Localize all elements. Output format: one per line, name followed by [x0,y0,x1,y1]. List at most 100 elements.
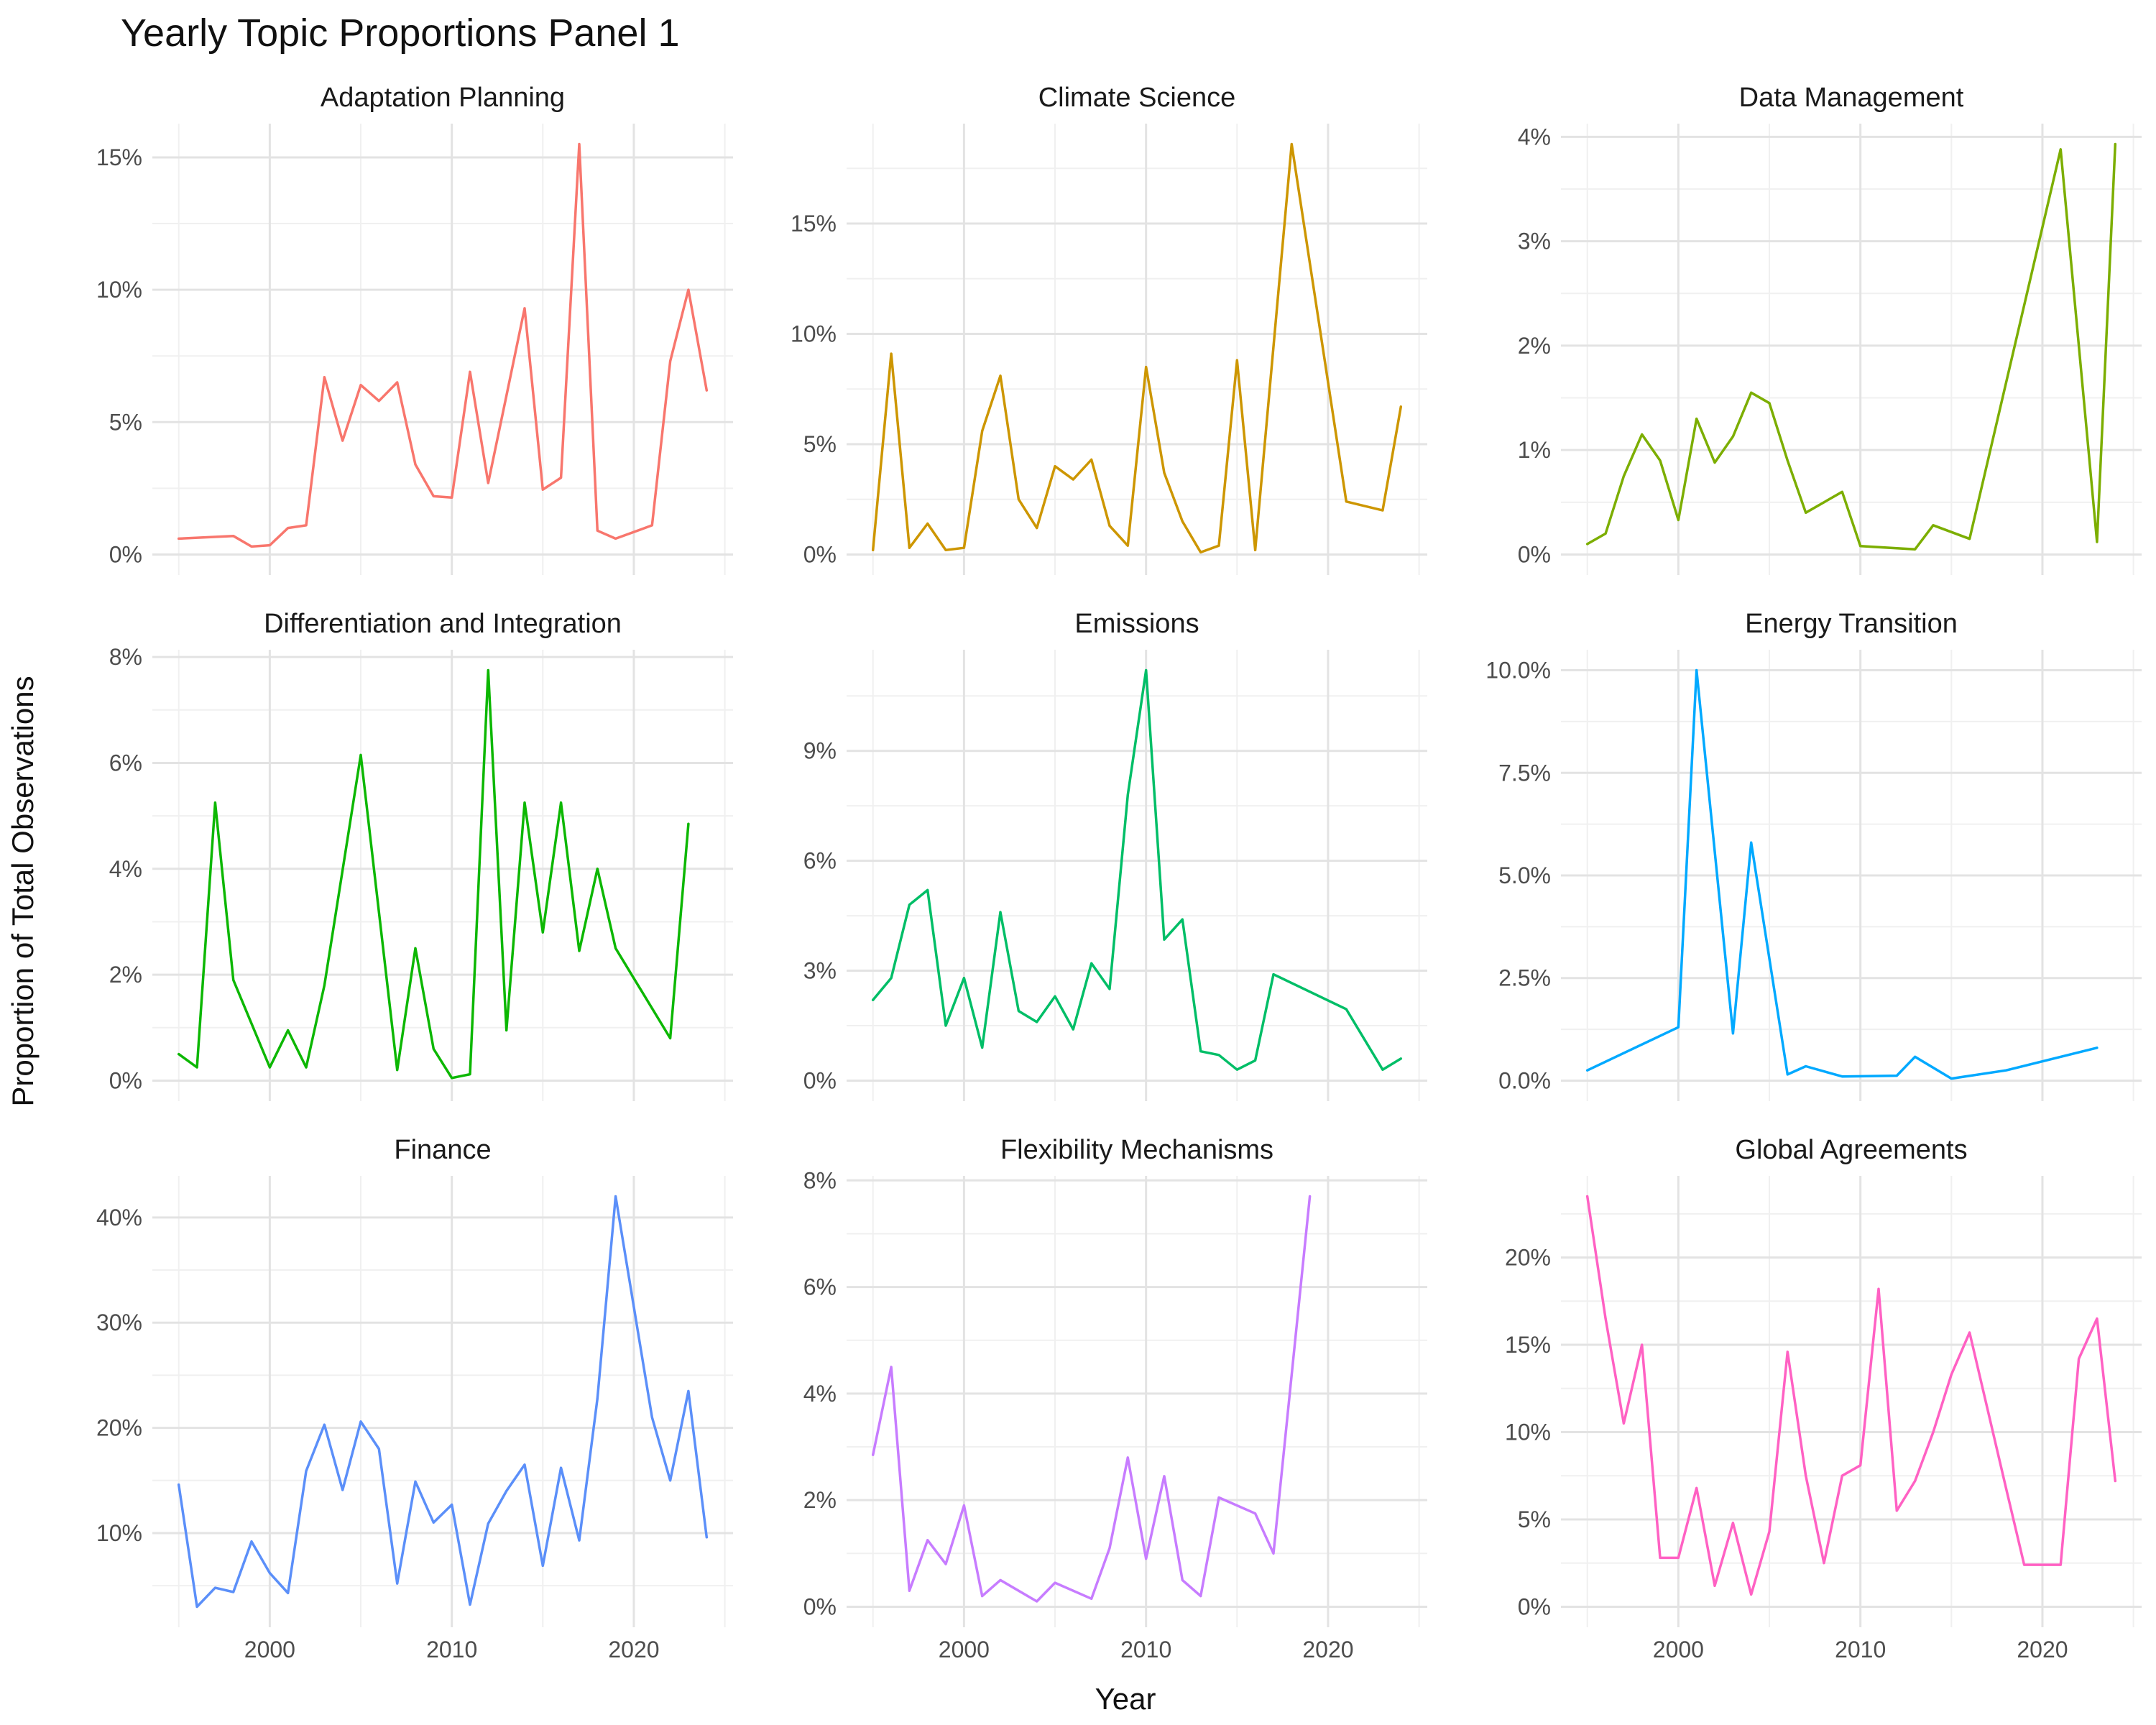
data-point-data-management [1713,461,1717,465]
data-point-finance [267,1571,272,1576]
data-point-emissions [944,1024,948,1028]
x-tick-label: 2000 [1653,1637,1704,1662]
data-point-flexibility-mechanisms [926,1538,930,1542]
y-tick-label: 2% [109,962,142,988]
data-point-climate-science [1381,508,1385,512]
data-point-energy-transition [2095,1046,2099,1050]
data-point-global-agreements [1676,1555,1680,1560]
data-point-emissions [1035,1020,1039,1024]
data-point-finance [231,1590,236,1594]
y-tick-label: 3% [1518,229,1551,254]
data-point-flexibility-mechanisms [1089,1596,1094,1601]
y-axis-title: Proportion of Total Observations [6,676,40,1106]
data-point-energy-transition [1585,1068,1590,1072]
data-point-data-management [1621,474,1626,479]
data-point-finance [686,1389,691,1393]
data-point-emissions [1381,1067,1385,1072]
y-tick-label: 0% [109,1067,142,1093]
y-tick-label: 15% [791,211,837,236]
data-point-climate-science [889,351,893,356]
data-point-emissions [1235,1067,1239,1072]
y-tick-label: 15% [96,144,142,170]
x-tick-label: 2000 [244,1637,295,1662]
y-tick-label: 20% [96,1415,142,1441]
data-point-flexibility-mechanisms [1107,1546,1112,1550]
data-point-flexibility-mechanisms [962,1504,966,1508]
data-point-finance [505,1489,509,1493]
data-point-climate-science [962,546,966,550]
data-point-data-management [1749,390,1754,395]
data-point-adaptation-planning [322,375,326,380]
data-point-differentiation-and-integration [614,946,618,950]
series-line-adaptation-planning [177,142,709,548]
data-point-finance [395,1581,400,1586]
data-point-flexibility-mechanisms [1271,1551,1276,1555]
data-point-finance [359,1420,363,1424]
data-point-adaptation-planning [577,142,581,147]
data-point-emissions [889,976,893,980]
data-point-emissions [998,910,1003,914]
x-tick-label: 2000 [939,1637,990,1662]
y-tick-label: 0% [803,541,837,567]
y-tick-label: 0% [109,541,142,567]
data-point-climate-science [1125,543,1130,548]
data-point-emissions [871,998,875,1002]
data-point-adaptation-planning [614,536,618,540]
data-point-data-management [1804,510,1808,515]
data-point-differentiation-and-integration [486,668,490,673]
data-point-climate-science [1289,142,1294,147]
data-point-climate-science [1053,464,1057,469]
data-point-differentiation-and-integration [304,1065,308,1070]
data-point-global-agreements [1695,1486,1699,1490]
facet-energy-transition: Energy Transition 0.0% 2.5% 5.0% 7.5% 10.0% [1485,609,2142,1101]
data-point-energy-transition [1749,840,1754,845]
data-point-adaptation-planning [177,536,181,540]
data-point-finance [704,1535,709,1540]
x-tick-label: 2020 [2017,1637,2068,1662]
data-point-differentiation-and-integration [195,1065,199,1070]
data-point-finance [341,1488,345,1492]
data-point-data-management [1931,523,1935,528]
data-point-emissions [1199,1049,1203,1054]
facet-title-adaptation-planning: Adaptation Planning [321,83,565,113]
data-point-finance [595,1397,599,1401]
data-point-emissions [1125,793,1130,797]
data-point-climate-science [907,546,911,550]
data-point-differentiation-and-integration [577,949,581,953]
data-point-finance [522,1463,527,1467]
data-point-flexibility-mechanisms [998,1578,1003,1582]
x-tick-label: 2020 [1302,1637,1353,1662]
data-point-energy-transition [1840,1075,1844,1079]
data-point-finance [213,1586,217,1590]
data-point-data-management [1913,547,1917,551]
data-point-global-agreements [2077,1357,2081,1361]
series-line-global-agreements [1585,1195,2117,1596]
data-point-adaptation-planning [468,369,472,374]
y-tick-label: 6% [803,848,837,874]
data-point-differentiation-and-integration [595,867,599,871]
data-point-adaptation-planning [540,487,545,492]
data-point-global-agreements [1731,1521,1735,1525]
data-point-adaptation-planning [450,495,454,500]
data-point-data-management [2113,142,2117,147]
data-point-flexibility-mechanisms [1199,1594,1203,1598]
data-point-adaptation-planning [267,543,272,548]
y-tick-label: 0% [1518,541,1551,567]
data-point-energy-transition [1949,1077,1953,1081]
data-point-adaptation-planning [249,544,254,548]
y-tick-label: 4% [109,856,142,882]
y-tick-label: 5% [1518,1506,1551,1532]
data-point-global-agreements [1640,1343,1644,1347]
facet-title-climate-science: Climate Science [1038,83,1236,113]
data-point-flexibility-mechanisms [1308,1195,1312,1199]
series-line-finance [177,1195,709,1609]
data-point-global-agreements [1804,1473,1808,1478]
y-tick-label: 0% [803,1593,837,1619]
data-point-climate-science [871,548,875,552]
data-point-climate-science [944,548,948,552]
data-point-data-management [1785,459,1789,463]
y-tick-label: 6% [109,750,142,776]
data-point-finance [286,1591,290,1595]
y-tick-label: 15% [1505,1332,1551,1358]
